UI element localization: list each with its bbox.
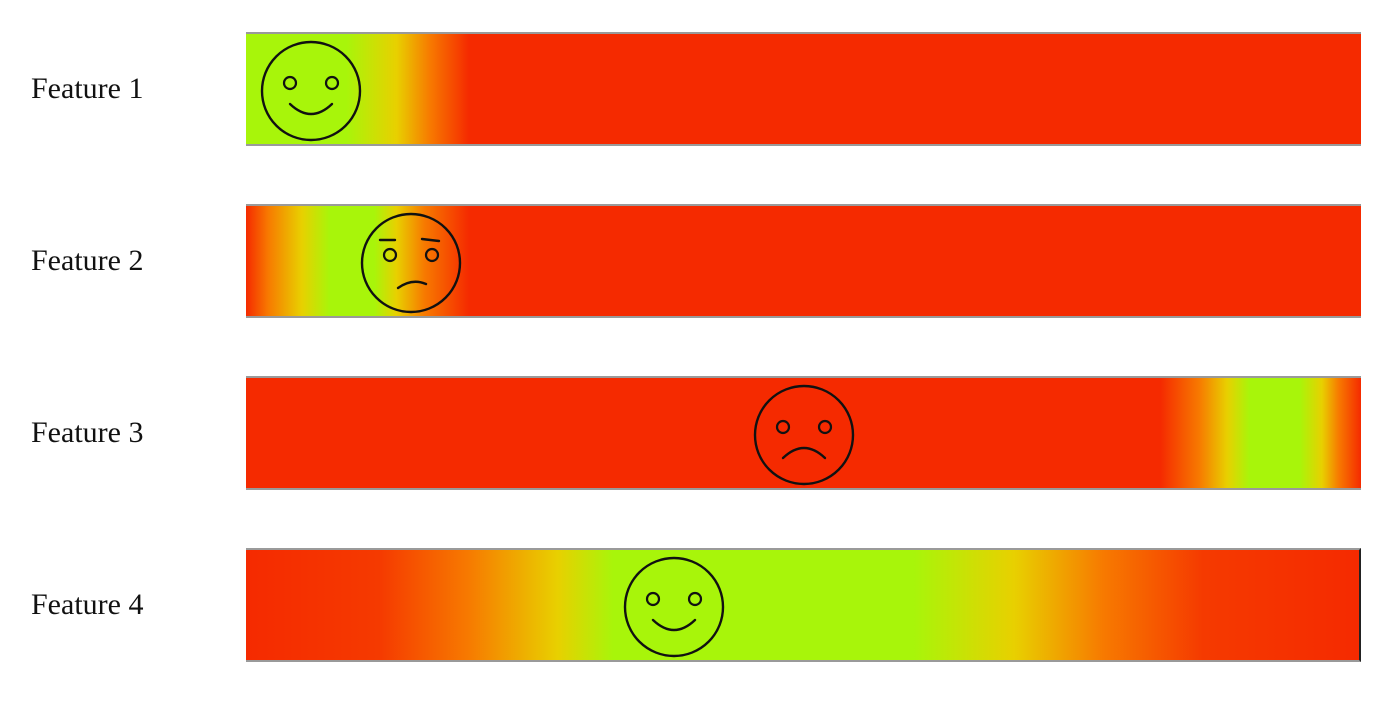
smiley-face-icon xyxy=(260,40,362,142)
feature-label: Feature 3 xyxy=(31,416,144,449)
feature-gradient-bar xyxy=(246,548,1361,662)
feature-row-1: Feature 1 xyxy=(0,32,1400,146)
worried-face-icon xyxy=(360,212,462,314)
smiley-face-icon xyxy=(623,556,725,658)
feature-label: Feature 4 xyxy=(31,588,144,621)
feature-gradient-bar xyxy=(246,204,1361,318)
feature-gradient-bar xyxy=(246,32,1361,146)
sad-face-icon xyxy=(753,384,855,486)
feature-row-4: Feature 4 xyxy=(0,548,1400,662)
smiley-face-icon xyxy=(623,556,725,658)
feature-row-3: Feature 3 xyxy=(0,376,1400,490)
sad-face-icon xyxy=(753,384,854,486)
smiley-face-icon xyxy=(260,40,361,142)
feature-row-2: Feature 2 xyxy=(0,204,1400,318)
feature-label: Feature 1 xyxy=(31,72,144,105)
worried-face-icon xyxy=(360,212,462,314)
feature-gradient-bar xyxy=(246,376,1361,490)
feature-label: Feature 2 xyxy=(31,244,144,277)
